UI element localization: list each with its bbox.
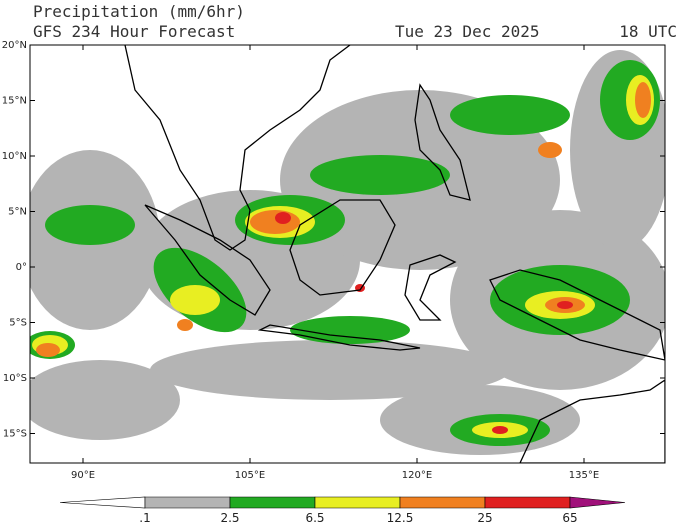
lon-label: 120°E (402, 470, 432, 481)
lat-label: 20°N (2, 40, 27, 51)
colorbar-label: .1 (139, 511, 150, 525)
lat-label: 5°N (8, 207, 27, 218)
colorbar-segment (569, 496, 626, 509)
map (29, 44, 666, 464)
lat-label: 15°S (3, 429, 27, 440)
lat-label: 15°N (2, 96, 27, 107)
colorbar-label: 2.5 (220, 511, 239, 525)
lat-label: 5°S (9, 318, 27, 329)
date: Tue 23 Dec 2025 (395, 22, 540, 41)
precip-field (30, 45, 665, 463)
colorbar-label: 65 (562, 511, 577, 525)
subtitle: GFS 234 Hour Forecast (33, 22, 235, 41)
map-axes: 20°N 15°N 10°N 5°N 0° 5°S 10°S 15°S 90°E 105°E 120… (2, 40, 665, 481)
colorbar-segment (144, 496, 231, 509)
colorbar-segment (399, 496, 486, 509)
colorbar-segment (229, 496, 316, 509)
lon-label: 105°E (235, 470, 265, 481)
colorbar-label: 12.5 (387, 511, 414, 525)
colorbar: .1 2.5 6.5 12.5 25 65 (59, 496, 626, 525)
time: 18 UTC (619, 22, 677, 41)
map-frame (29, 44, 666, 464)
lat-label: 10°N (2, 151, 27, 162)
colorbar-segment (59, 496, 146, 509)
colorbar-segment (314, 496, 401, 509)
colorbar-label: 25 (477, 511, 492, 525)
lon-label: 90°E (71, 470, 95, 481)
lat-label: 0° (16, 262, 27, 273)
lat-label: 10°S (3, 373, 27, 384)
colorbar-label: 6.5 (305, 511, 324, 525)
lon-label: 135°E (569, 470, 599, 481)
colorbar-segment (484, 496, 571, 509)
coastlines (124, 45, 665, 463)
title: Precipitation (mm/6hr) (33, 2, 245, 21)
